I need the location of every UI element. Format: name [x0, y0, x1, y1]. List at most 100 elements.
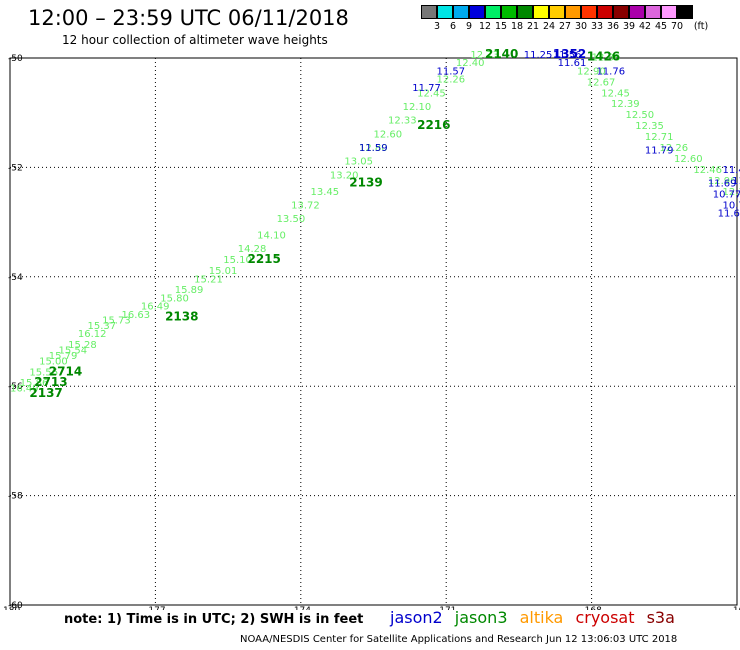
wave-height-label: 10.77 [713, 189, 740, 200]
chart-title: 12:00 – 23:59 UTC 06/11/2018 [28, 6, 349, 30]
scale-label: 9 [465, 21, 473, 32]
wave-height-label: 13.50 [277, 214, 306, 225]
scale-color-box [421, 5, 437, 19]
wave-height-plot: -180 -177 -174 -171 -168 -16 -50 -52 -54 -56 -58 -6… [0, 47, 740, 610]
scale-color-box [629, 5, 645, 19]
scale-unit: (ft) [693, 21, 709, 32]
units-note: note: 1) Time is in UTC; 2) SWH is in fe… [64, 612, 364, 627]
wave-height-label: 15.10 [223, 255, 252, 266]
wave-height-label: 12.10 [403, 102, 432, 113]
wave-height-label: 12.33 [722, 187, 740, 198]
wave-height-label: 11.59 [359, 143, 388, 154]
wave-height-label: 15.28 [68, 340, 97, 351]
y-tick-label: -58 [8, 492, 23, 502]
y-tick-label: -52 [8, 163, 23, 173]
y-tick-label: -54 [8, 273, 23, 283]
footer-credit: NOAA/NESDIS Center for Satellite Applica… [240, 634, 678, 645]
wave-height-label: 16.49 [141, 302, 170, 313]
wave-height-label: 13.20 [330, 170, 359, 181]
pass-time-label: 2139 [349, 176, 382, 190]
wave-height-label: 15.79 [49, 351, 78, 362]
wave-height-label: 13.45 [310, 187, 339, 198]
wave-height-label: 15.56 [29, 367, 58, 378]
scale-color-box [517, 5, 533, 19]
wave-height-color-scale: 3 6 9 12 15 18 21 24 27 30 33 36 39 42 45 70 (ft) [421, 5, 708, 33]
scale-label: 6 [449, 21, 457, 32]
plot-frame [9, 57, 738, 606]
scale-color-box [485, 5, 501, 19]
wave-height-label: 11.49 [732, 176, 740, 187]
wave-height-label: 16.12 [78, 329, 107, 340]
scale-label: 12 [478, 21, 492, 32]
wave-height-label: 12.90 [577, 66, 606, 77]
scale-label: 70 [670, 21, 684, 32]
wave-height-label: 12.67 [587, 77, 616, 88]
wave-height-label: 11.25 [524, 50, 553, 61]
legend-cryosat: cryosat [575, 608, 635, 627]
wave-height-label: 15.80 [160, 293, 189, 304]
wave-height-label: 11.69 [708, 179, 737, 190]
wave-height-label: 12.40 [456, 58, 485, 69]
wave-height-label: 11.77 [412, 83, 441, 94]
wave-height-label: 12.26 [437, 75, 466, 86]
scale-label: 3 [433, 21, 441, 32]
wave-height-label: 12.33 [388, 116, 417, 127]
scale-label: 27 [558, 21, 572, 32]
scale-color-box [501, 5, 517, 19]
y-tick-label: -50 [8, 54, 23, 64]
scale-label: 33 [590, 21, 604, 32]
scale-label: 36 [606, 21, 620, 32]
scale-label: 45 [654, 21, 668, 32]
wave-height-label: 15.89 [175, 285, 204, 296]
scale-color-box [597, 5, 613, 19]
wave-height-label: 12.26 [659, 143, 688, 154]
wave-height-label: 12.50 [626, 110, 655, 121]
wave-height-label: 11.40 [722, 165, 740, 176]
wave-height-label: 12.45 [417, 88, 446, 99]
scale-color-box [453, 5, 469, 19]
wave-height-label: 12.73 [470, 50, 499, 61]
wave-height-label: 12.96 [708, 176, 737, 187]
pass-time-label: 1352 [553, 47, 586, 61]
pass-time-label: 2216 [417, 118, 450, 132]
wave-height-label: 11.79 [645, 146, 674, 157]
scale-color-box [469, 5, 485, 19]
wave-height-label: 12.35 [635, 121, 664, 132]
wave-height-label: 12.80 [359, 143, 388, 154]
wave-height-label: 11.56 [553, 50, 582, 61]
wave-height-label: 12.86 [592, 53, 621, 64]
x-tick-label: -177 [145, 606, 165, 610]
scale-color-box [565, 5, 581, 19]
scale-color-box [645, 5, 661, 19]
scale-color-box [661, 5, 677, 19]
x-tick-label: -171 [436, 606, 456, 610]
satellite-legend: jason2 jason3 altika cryosat s3a [390, 608, 682, 627]
wave-height-label: 12.60 [674, 154, 703, 165]
pass-time-label: 2714 [49, 364, 82, 378]
wave-height-label: 16.63 [121, 310, 150, 321]
wave-height-label: 15.00 [39, 356, 68, 367]
x-tick-label: -174 [291, 606, 312, 610]
wave-height-label: 11.57 [437, 66, 466, 77]
wave-height-label: 12.60 [374, 129, 403, 140]
scale-label: 24 [542, 21, 556, 32]
wave-height-label: 11.61 [558, 58, 587, 69]
scale-label: 39 [622, 21, 636, 32]
x-tick-label: -180 [0, 606, 20, 610]
axis-tick-labels: -180 -177 -174 -171 -168 -16 -50 -52 -54 -56 -58 -6… [0, 54, 740, 610]
wave-height-label: 15.37 [88, 321, 117, 332]
pass-time-label: 2215 [247, 252, 280, 266]
scale-label: 18 [510, 21, 524, 32]
wave-height-label: 15.21 [194, 274, 223, 285]
legend-altika: altika [519, 608, 564, 627]
scale-label: 30 [574, 21, 588, 32]
wave-height-label: 14.10 [257, 231, 286, 242]
pass-time-label: 2713 [34, 375, 67, 389]
x-tick-label: -168 [581, 606, 602, 610]
pass-time-label: 2137 [29, 386, 62, 400]
pass-time-label: 2140 [485, 47, 518, 61]
wave-height-label: 15.54 [58, 345, 87, 356]
scale-label: 15 [494, 21, 508, 32]
legend-s3a: s3a [646, 608, 675, 627]
legend-jason3: jason3 [454, 608, 508, 627]
